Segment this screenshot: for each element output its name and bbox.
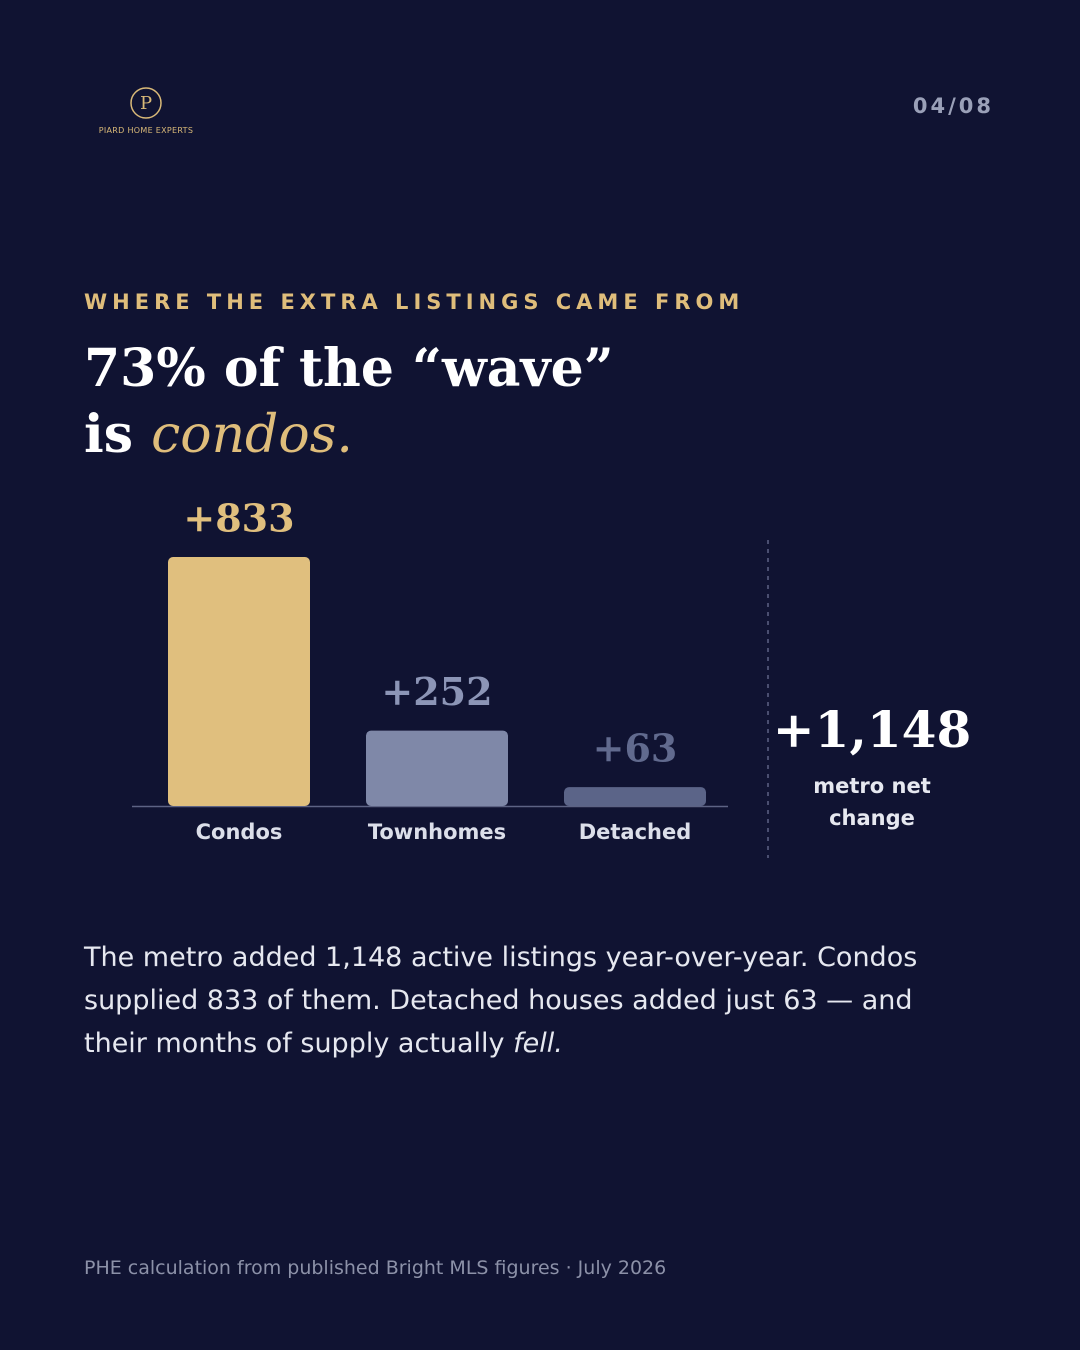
value-label: +833 xyxy=(183,496,294,541)
brand: PIARD HOME EXPERTS xyxy=(98,126,194,135)
bar xyxy=(366,730,508,806)
bar xyxy=(168,557,310,806)
headline: 73% of the “wave” xyxy=(84,338,614,399)
value-label: +63 xyxy=(593,726,678,771)
eyebrow: WHERE THE EXTRA LISTINGS CAME FROM xyxy=(84,290,745,314)
headline-highlight: condos. xyxy=(151,405,353,465)
headline: is xyxy=(84,404,134,465)
body-text: The metro added 1,148 active listings ye… xyxy=(84,942,918,1059)
page-number: 04/08 xyxy=(912,94,994,118)
source-note: PHE calculation from published Bright ML… xyxy=(84,1257,667,1279)
logo-ring xyxy=(130,87,162,119)
net-change: +1,148 xyxy=(772,700,972,759)
bar xyxy=(564,787,706,806)
category-label: Detached xyxy=(579,820,692,844)
net-change-caption: metro net change xyxy=(813,774,931,830)
body-text: The metro added 1,148 active listings ye… xyxy=(84,936,964,1065)
category-label: Condos xyxy=(196,820,283,844)
headline: is condos. xyxy=(84,404,353,465)
category-label: Townhomes xyxy=(368,820,506,844)
body-emphasis: fell. xyxy=(513,1028,563,1059)
logo-letter: P xyxy=(140,93,152,114)
value-label: +252 xyxy=(381,669,492,714)
